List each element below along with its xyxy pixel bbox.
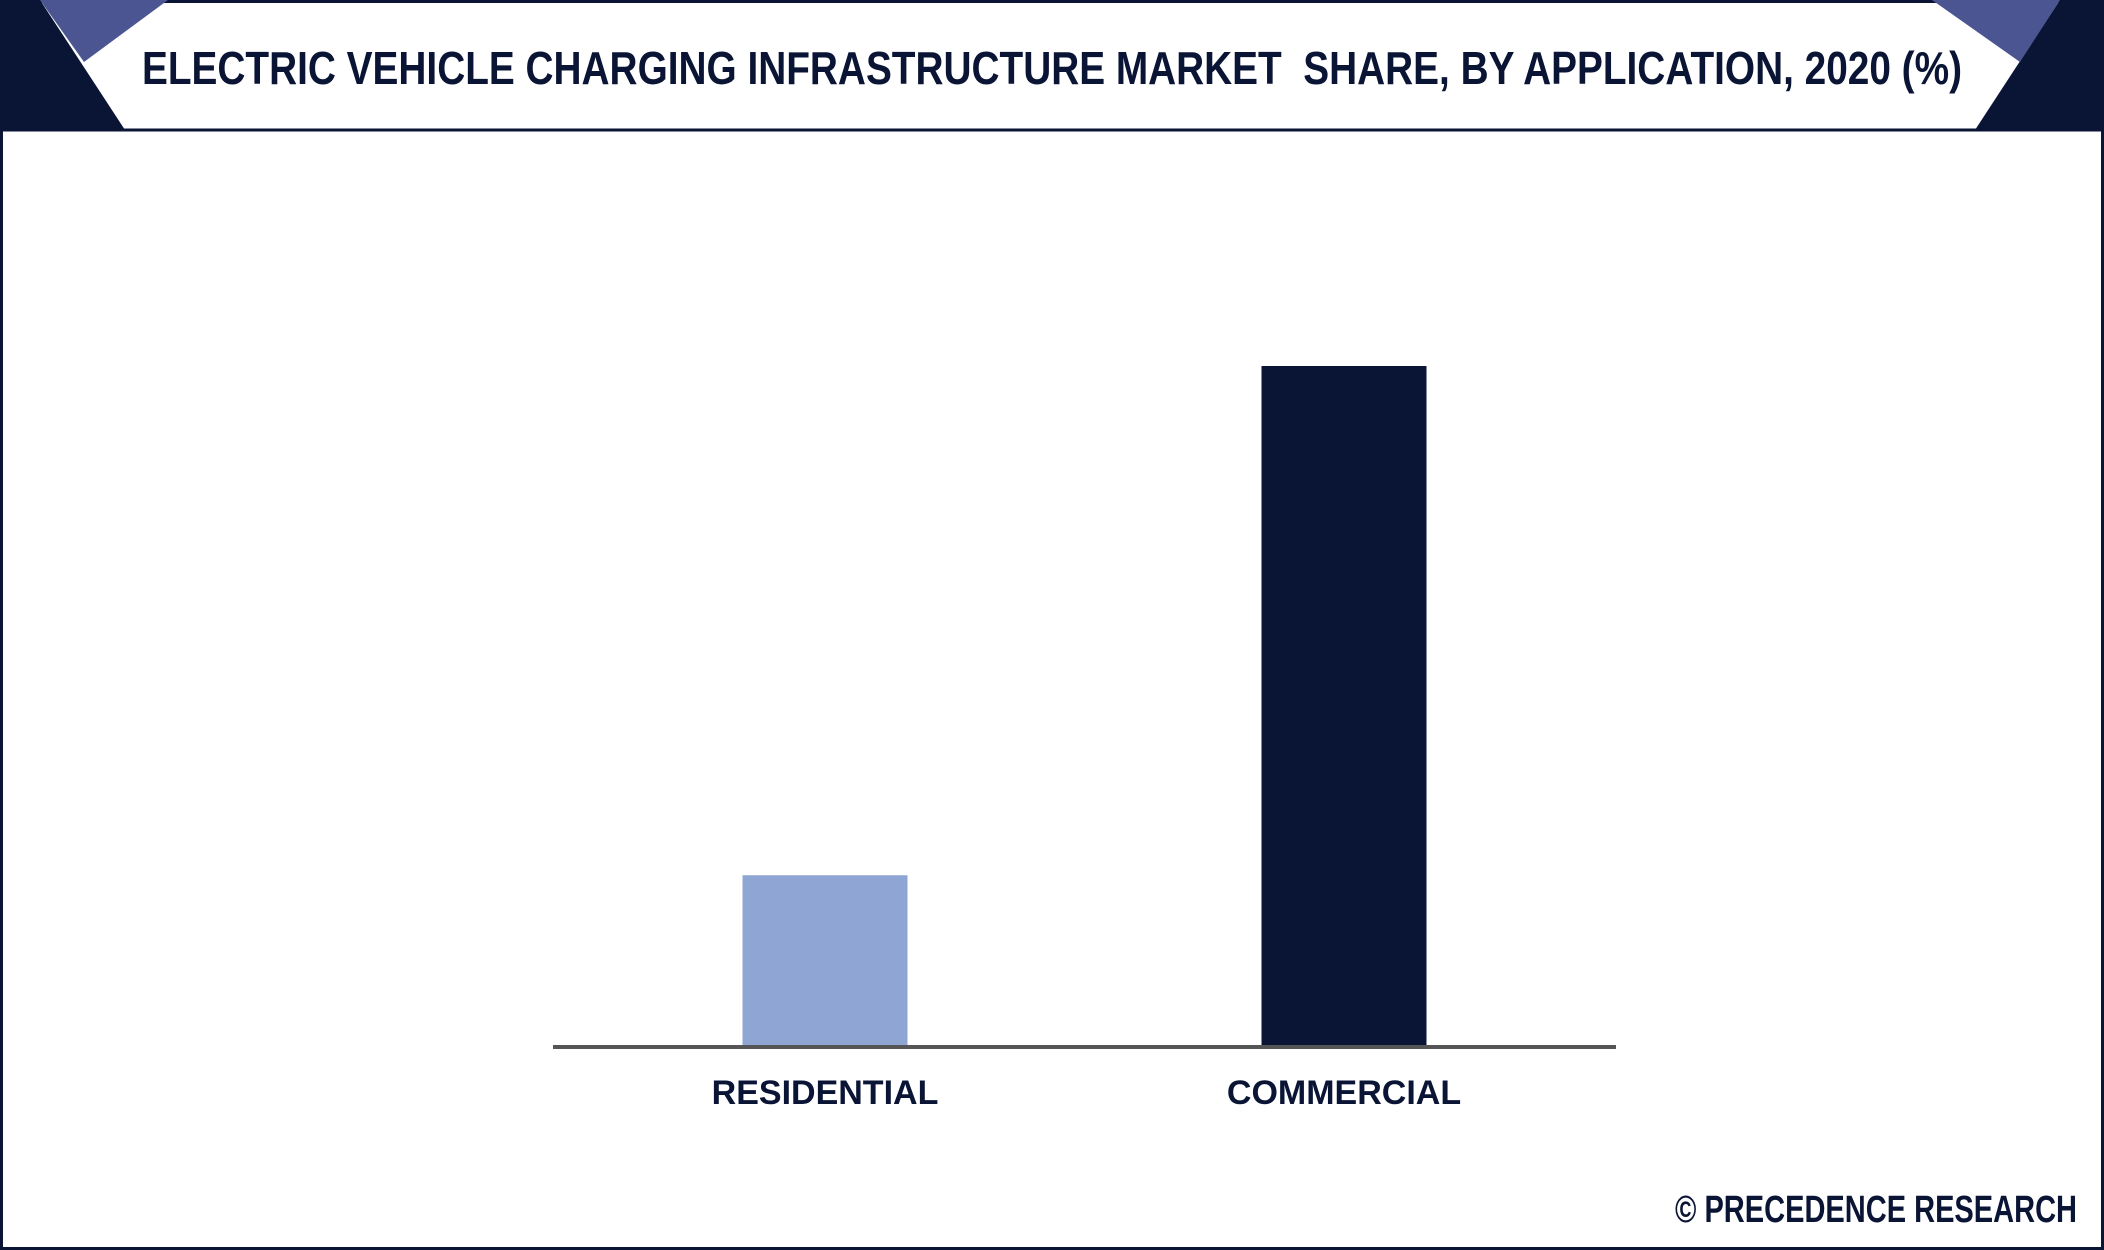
x-tick-label: RESIDENTIAL [712,1074,939,1112]
header-corner-accent [40,0,168,62]
source: © PRECEDENCE RESEARCH [1675,1189,2077,1231]
bar [742,875,908,1045]
header-corner [1975,0,2104,130]
header-corner [0,0,125,130]
bar [1261,366,1427,1045]
x-tick-label: COMMERCIAL [1227,1074,1461,1112]
chart-title: ELECTRIC VEHICLE CHARGING INFRASTRUCTURE… [142,42,1962,94]
header-corner-accent [1932,0,2060,62]
